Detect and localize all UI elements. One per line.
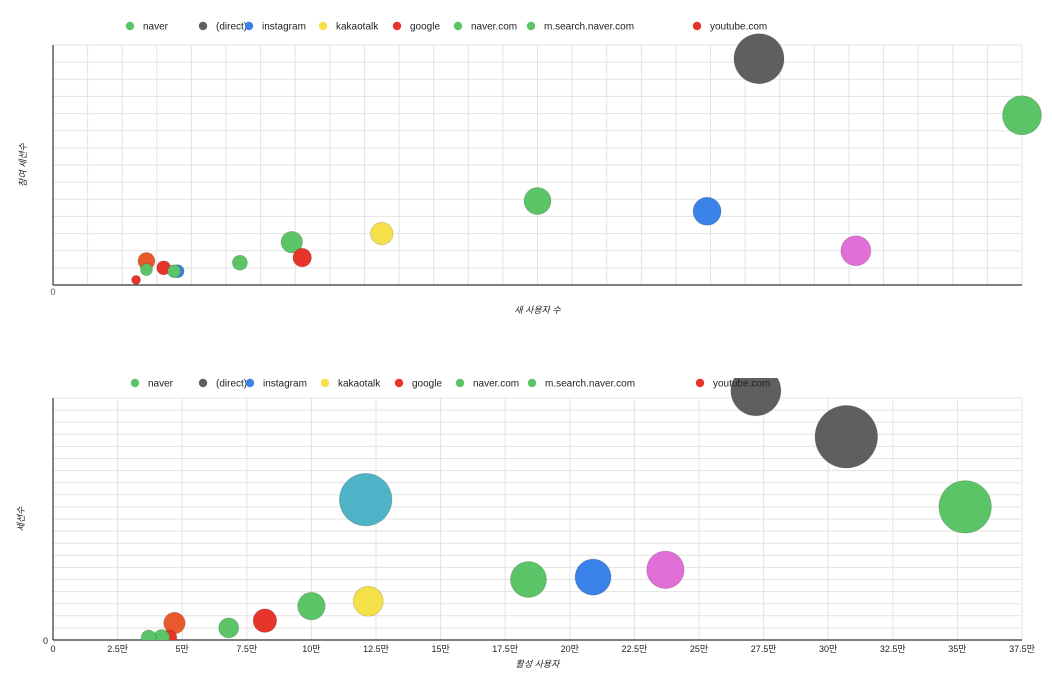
legend-marker <box>245 378 255 388</box>
bubble <box>352 585 384 617</box>
legend-marker <box>527 378 537 388</box>
legend: naver (direct) instagram kakaotalk google nav… <box>125 21 767 33</box>
x-tick-label: 37.5만 <box>1009 644 1035 654</box>
legend-marker <box>125 21 135 31</box>
x-tick-label: 27.5만 <box>751 644 777 654</box>
legend-label: kakaotalk <box>338 379 381 390</box>
legend: naver (direct) instagram kakaotalk google nav… <box>130 378 770 390</box>
legend-marker <box>130 378 140 388</box>
x-tick-label: 25만 <box>690 644 708 654</box>
legend-marker <box>244 21 254 31</box>
bubble <box>523 187 552 215</box>
x-tick-label: 5만 <box>176 644 189 654</box>
legend-marker <box>692 21 702 31</box>
legend-label: m.search.naver.com <box>544 22 634 33</box>
x-tick-labels: 0 <box>50 287 55 297</box>
bubble <box>231 254 248 271</box>
bubble <box>252 608 278 633</box>
bubbles <box>131 33 1042 285</box>
x-tick-label: 0 <box>50 644 55 654</box>
chart-2: 0 2.5만 5만 7.5만 10만 12.5만 15만 17.5만 20만 22.5만 25만 27… <box>16 378 1035 669</box>
bubble <box>1002 95 1042 136</box>
x-tick-label: 35만 <box>948 644 966 654</box>
legend-label: google <box>412 379 442 390</box>
bubble <box>733 33 785 85</box>
bubble <box>510 561 547 598</box>
x-tick-label: 12.5만 <box>363 644 389 654</box>
bubble <box>814 405 878 469</box>
legend-label: naver <box>148 379 174 390</box>
legend-marker <box>198 21 208 31</box>
legend-label: instagram <box>263 379 307 390</box>
legend-label: youtube.com <box>710 22 767 33</box>
legend-label: m.search.naver.com <box>545 379 635 390</box>
bubble <box>140 263 153 276</box>
bubble <box>131 274 141 285</box>
legend-label: (direct) <box>216 379 247 390</box>
bubble <box>692 196 722 226</box>
legend-marker <box>695 378 705 388</box>
x-axis-title: 활성 사용자 <box>516 659 562 669</box>
legend-marker <box>198 378 208 388</box>
x-tick-label: 17.5만 <box>492 644 518 654</box>
bubble <box>280 230 303 254</box>
y-axis-title: 세션수 <box>16 506 26 532</box>
y-origin-label: 0 <box>43 636 48 646</box>
bubble <box>218 617 240 639</box>
bubble <box>292 247 312 268</box>
legend-label: naver <box>143 22 169 33</box>
legend-label: naver.com <box>473 379 519 390</box>
legend-marker <box>392 21 402 31</box>
legend-label: kakaotalk <box>336 22 379 33</box>
legend-label: instagram <box>262 22 306 33</box>
legend-label: naver.com <box>471 22 517 33</box>
bubble <box>167 264 182 279</box>
legend-label: youtube.com <box>713 379 770 390</box>
bubbles <box>140 378 992 640</box>
x-tick-labels: 0 2.5만 5만 7.5만 10만 12.5만 15만 17.5만 20만 22.5만 25만 27… <box>50 644 1034 654</box>
y-tick-labels: 0 <box>43 636 48 646</box>
x-tick-label: 32.5만 <box>880 644 906 654</box>
x-tick-label: 30만 <box>819 644 837 654</box>
legend-marker <box>526 21 536 31</box>
x-tick-label: 15만 <box>431 644 449 654</box>
legend-label: google <box>410 22 440 33</box>
legend-marker <box>394 378 404 388</box>
legend-marker <box>453 21 463 31</box>
x-origin-label: 0 <box>50 287 55 297</box>
x-tick-label: 10만 <box>302 644 320 654</box>
bubble <box>370 221 394 246</box>
x-axis-title: 새 사용자 수 <box>514 305 561 315</box>
bubble <box>140 629 157 640</box>
legend-marker <box>455 378 465 388</box>
x-tick-label: 2.5만 <box>107 644 128 654</box>
legend-marker <box>320 378 330 388</box>
x-tick-label: 20만 <box>561 644 579 654</box>
gridlines <box>52 44 1023 285</box>
x-tick-label: 7.5만 <box>236 644 257 654</box>
bubble <box>840 235 872 267</box>
bubble <box>646 550 685 589</box>
bubble <box>574 558 612 596</box>
legend-label: (direct) <box>216 22 247 33</box>
legend-marker <box>318 21 328 31</box>
bubble <box>339 472 393 527</box>
bubble <box>730 378 782 417</box>
y-axis-title: 참여 세션수 <box>18 142 28 187</box>
x-tick-label: 22.5만 <box>622 644 648 654</box>
bubble <box>297 591 326 621</box>
bubble <box>938 480 992 534</box>
